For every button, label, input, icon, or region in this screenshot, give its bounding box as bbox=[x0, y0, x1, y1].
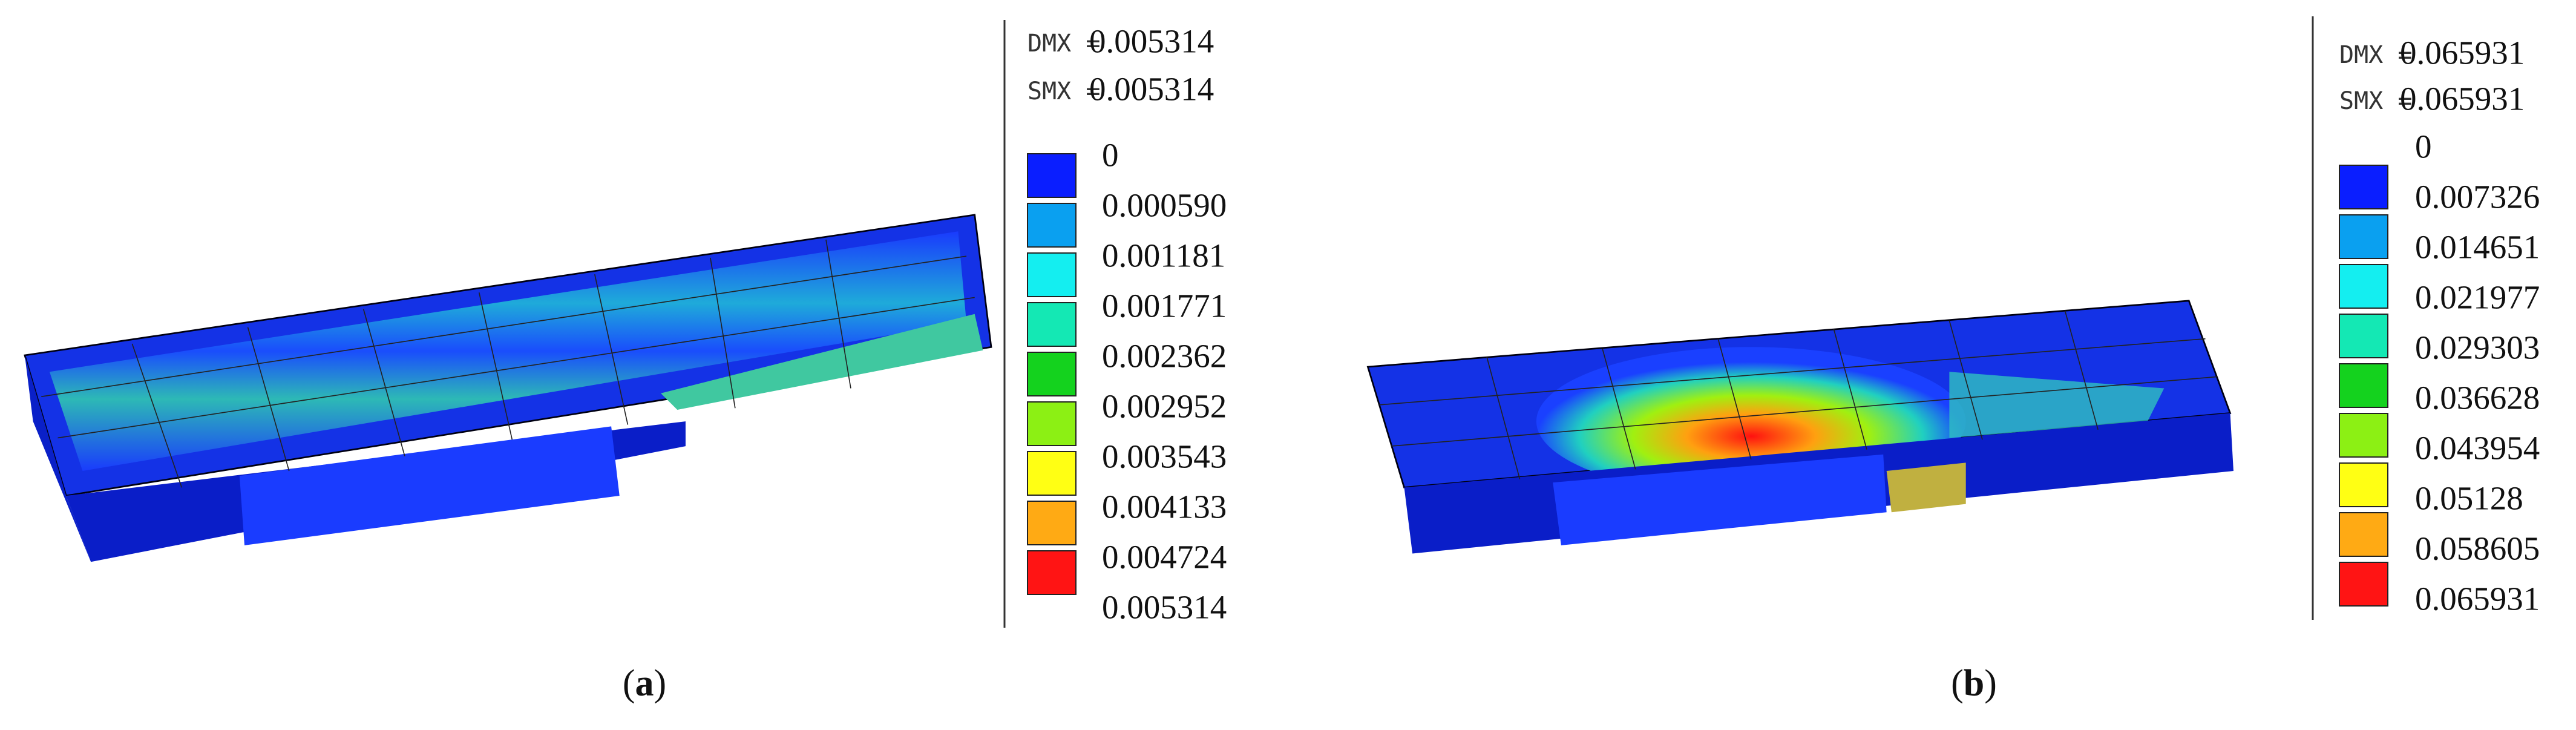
legend-swatch bbox=[2339, 363, 2388, 408]
legend-swatch bbox=[1027, 302, 1077, 347]
caption-open: ( bbox=[623, 663, 635, 704]
legend-swatch bbox=[2339, 562, 2388, 607]
legend-label: 0.007326 bbox=[2415, 179, 2540, 215]
legend-label: 0.043954 bbox=[2415, 430, 2540, 467]
legend-swatch bbox=[2339, 264, 2388, 309]
legend-label: 0.065931 bbox=[2415, 580, 2540, 617]
legend-swatch bbox=[1027, 401, 1077, 446]
legend-label: 0.001771 bbox=[1102, 288, 1227, 324]
legend-label: 0.002362 bbox=[1102, 338, 1227, 375]
legend-label: 0.003543 bbox=[1102, 438, 1227, 475]
caption-close: ) bbox=[1984, 663, 1997, 704]
legend-label: 0.021977 bbox=[2415, 279, 2540, 316]
legend-label: 0.05128 bbox=[2415, 480, 2523, 517]
legend-label: 0.002952 bbox=[1102, 388, 1227, 425]
model-a bbox=[24, 214, 992, 562]
model-b bbox=[1366, 300, 2234, 554]
dmx-value: 0.005314 bbox=[1089, 23, 1214, 60]
legend-label: 0.036628 bbox=[2415, 380, 2540, 416]
legend-swatch bbox=[1027, 352, 1077, 396]
legend-label: 0.004724 bbox=[1102, 539, 1227, 576]
legend-swatch bbox=[2339, 413, 2388, 458]
legend-swatch bbox=[2339, 512, 2388, 557]
smx-label: SMX = bbox=[1027, 77, 1100, 105]
legend-swatch bbox=[2339, 165, 2388, 209]
legend-swatch bbox=[2339, 314, 2388, 358]
legend-label: 0.029303 bbox=[2415, 329, 2540, 366]
legend-label: 0.005314 bbox=[1102, 589, 1227, 626]
smx-label: SMX = bbox=[2339, 87, 2412, 115]
legend-swatch bbox=[1027, 501, 1077, 545]
caption-open: ( bbox=[1951, 663, 1964, 704]
caption-letter: a bbox=[635, 663, 654, 704]
legend-swatch bbox=[1027, 550, 1077, 595]
legend-label: 0.058605 bbox=[2415, 530, 2540, 567]
legend-swatch bbox=[2339, 462, 2388, 507]
smx-value: 0.065931 bbox=[2400, 81, 2525, 117]
legend-swatch bbox=[1027, 153, 1077, 198]
legend-label: 0 bbox=[1102, 137, 1119, 174]
legend-swatch bbox=[2339, 214, 2388, 259]
caption-close: ) bbox=[654, 663, 667, 704]
caption: (a) bbox=[623, 663, 666, 704]
legend-swatch bbox=[1027, 252, 1077, 297]
legend-label: 0.000590 bbox=[1102, 187, 1227, 224]
legend-label: 0.004133 bbox=[1102, 488, 1227, 525]
caption-letter: b bbox=[1964, 663, 1984, 704]
dmx-label: DMX = bbox=[2339, 41, 2412, 69]
legend-swatch bbox=[1027, 451, 1077, 496]
dmx-label: DMX = bbox=[1027, 30, 1100, 58]
legend-label: 0.014651 bbox=[2415, 229, 2540, 266]
legend-label: 0.001181 bbox=[1102, 237, 1225, 274]
caption: (b) bbox=[1951, 663, 1997, 704]
dmx-value: 0.065931 bbox=[2400, 35, 2525, 71]
legend-swatch bbox=[1027, 203, 1077, 248]
legend-label: 0 bbox=[2415, 128, 2432, 165]
smx-value: 0.005314 bbox=[1089, 71, 1214, 108]
